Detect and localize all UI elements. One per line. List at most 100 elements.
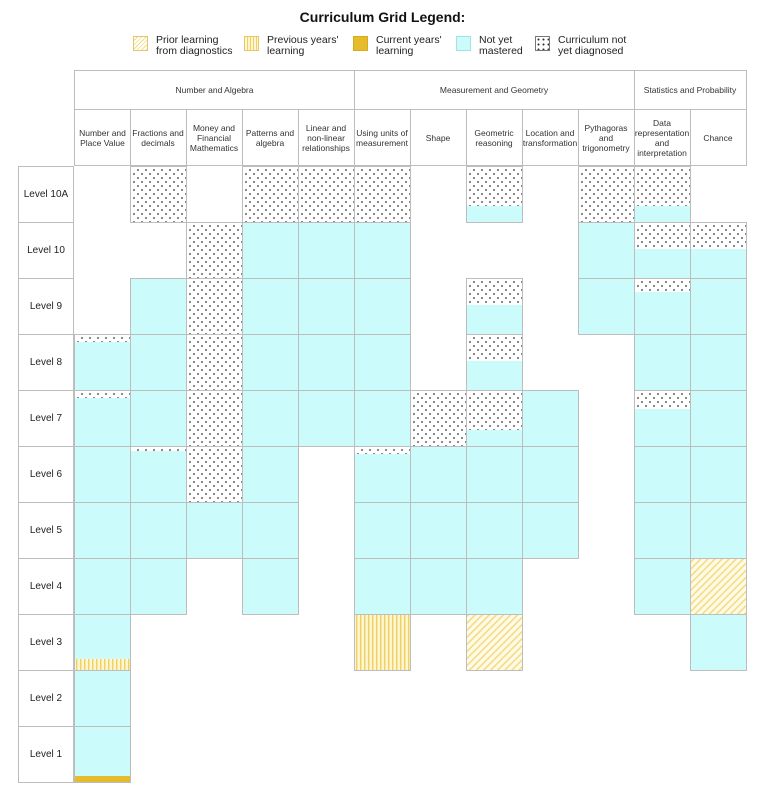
grid-cell-r5-c8 — [522, 446, 578, 502]
grid-cell-r2-c3 — [242, 278, 298, 334]
grid-cell-r3-c0-bottom — [74, 342, 130, 390]
legend-label-nym: Not yet mastered — [479, 35, 523, 57]
grid-cell-r5-c11 — [690, 446, 746, 502]
substrand-header-11: Chance — [690, 110, 747, 166]
grid-cell-r4-c7-top — [466, 390, 522, 430]
grid-cell-r2-c7-top — [466, 278, 522, 305]
level-label-9: Level 2 — [18, 670, 74, 727]
legend-label-prev: Previous years' learning — [267, 35, 338, 57]
grid-cell-r6-c0 — [74, 502, 130, 558]
substrand-header-10: Data representation and interpretation — [634, 110, 691, 166]
grid-cell-r1-c11-top — [690, 222, 746, 249]
level-label-10: Level 1 — [18, 726, 74, 783]
grid-cell-r1-c2 — [186, 222, 242, 278]
substrand-header-1: Fractions and decimals — [130, 110, 187, 166]
level-label-3: Level 8 — [18, 334, 74, 391]
grid-cell-r0-c1 — [130, 166, 186, 222]
grid-cell-r7-c1-border — [130, 558, 187, 615]
grid-cell-r1-c9 — [578, 222, 634, 278]
level-label-5: Level 6 — [18, 446, 74, 503]
grid-cell-r5-c0 — [74, 446, 130, 502]
legend-title: Curriculum Grid Legend: — [299, 9, 466, 25]
grid-cell-r6-c2 — [186, 502, 242, 558]
grid-cell-r3-c0-top — [74, 334, 130, 342]
grid-cell-r4-c7-bottom — [466, 430, 522, 446]
grid-cell-r0-c5 — [354, 166, 410, 222]
grid-cell-r7-c1 — [130, 558, 186, 614]
grid-cell-r3-c7-bottom — [466, 361, 522, 390]
grid-cell-r4-c0-top — [74, 390, 130, 398]
grid-cell-r10-c0-band — [74, 776, 130, 782]
grid-cell-r4-c4 — [298, 390, 354, 446]
grid-cell-r4-c10-bottom — [634, 409, 690, 446]
legend-label-curr-line2: learning — [376, 45, 414, 57]
grid-cell-r1-c10-top — [634, 222, 690, 249]
legend-swatch-curr — [353, 36, 368, 51]
substrand-header-3: Patterns and algebra — [242, 110, 299, 166]
grid-cell-r2-c4 — [298, 278, 354, 334]
grid-cell-r8-c7 — [466, 614, 522, 670]
grid-cell-r7-c3 — [242, 558, 298, 614]
grid-cell-r6-c8 — [522, 502, 578, 558]
grid-cell-r7-c7 — [466, 558, 522, 614]
grid-cell-r3-c2 — [186, 334, 242, 390]
legend-label-nym-line1: Not yet — [479, 34, 513, 46]
legend-label-nd: Curriculum not yet diagnosed — [558, 35, 626, 57]
grid-cell-r0-c7-border — [466, 166, 523, 223]
grid-cell-r5-c2 — [186, 446, 242, 502]
legend-label-curr: Current years' learning — [376, 35, 442, 57]
grid-cell-r2-c10-bottom — [634, 292, 690, 334]
grid-cell-r6-c10 — [634, 502, 690, 558]
grid-cell-r2-c9 — [578, 278, 634, 334]
legend-label-prior: Prior learning from diagnostics — [156, 35, 232, 57]
grid-cell-r4-c5 — [354, 390, 410, 446]
grid-cell-r3-c1 — [130, 334, 186, 390]
grid-cell-r8-c11 — [690, 614, 746, 670]
substrand-header-9: Pythagoras and trigonometry — [578, 110, 635, 166]
grid-cell-r1-c5 — [354, 222, 410, 278]
grid-cell-r7-c0 — [74, 558, 130, 614]
grid-cell-r10-c0-border — [74, 726, 131, 783]
grid-cell-r4-c10-top — [634, 390, 690, 409]
grid-cell-r1-c4 — [298, 222, 354, 278]
legend-swatch-prev — [244, 36, 259, 51]
grid-cell-r3-c4 — [298, 334, 354, 390]
grid-cell-r2-c1 — [130, 278, 186, 334]
level-label-4: Level 7 — [18, 390, 74, 447]
grid-cell-r0-c4 — [298, 166, 354, 222]
legend-swatch-prior — [133, 36, 148, 51]
grid-cell-r7-c10 — [634, 558, 690, 614]
legend-label-prev-line2: learning — [267, 45, 305, 57]
grid-cell-r7-c11 — [690, 558, 746, 614]
grid-cell-r5-c1-bottom — [130, 451, 186, 502]
level-label-2: Level 9 — [18, 278, 74, 335]
level-label-7: Level 4 — [18, 558, 74, 615]
level-label-6: Level 5 — [18, 502, 74, 559]
grid-cell-r1-c10-bottom — [634, 249, 690, 278]
substrand-header-7: Geometric reasoning — [466, 110, 523, 166]
grid-cell-r4-c2 — [186, 390, 242, 446]
grid-cell-r5-c1-top — [130, 446, 186, 451]
legend-label-prior-line1: Prior learning — [156, 34, 219, 46]
grid-cell-r0-c10-top — [634, 166, 690, 206]
legend-swatch-nd — [535, 36, 550, 51]
grid-cell-r6-c3 — [242, 502, 298, 558]
grid-cell-r6-c7 — [466, 502, 522, 558]
legend-label-curr-line1: Current years' — [376, 34, 442, 46]
grid-cell-r0-c3 — [242, 166, 298, 222]
grid-cell-r6-c6 — [410, 502, 466, 558]
grid-cell-r4-c1 — [130, 390, 186, 446]
grid-cell-r6-c8-border — [522, 502, 579, 559]
grid-cell-r4-c8 — [522, 390, 578, 446]
grid-cell-r5-c6 — [410, 446, 466, 502]
grid-cell-r10-c0-top — [74, 726, 130, 776]
grid-cell-r5-c5-top — [354, 446, 410, 454]
grid-cell-r2-c5 — [354, 278, 410, 334]
legend-label-prior-line2: from diagnostics — [156, 45, 233, 57]
strand-header-1: Measurement and Geometry — [354, 70, 635, 110]
grid-cell-r3-c7-top — [466, 334, 522, 361]
grid-cell-r0-c10-bottom — [634, 206, 690, 222]
substrand-header-6: Shape — [410, 110, 467, 166]
grid-cell-r2-c7-bottom — [466, 305, 522, 334]
